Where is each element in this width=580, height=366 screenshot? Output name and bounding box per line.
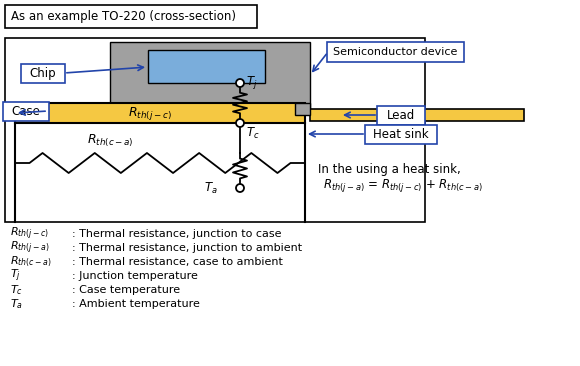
Text: $T_c$: $T_c$ (246, 126, 260, 141)
Text: : Ambient temperature: : Ambient temperature (72, 299, 200, 309)
FancyBboxPatch shape (21, 64, 65, 83)
Circle shape (236, 184, 244, 192)
Text: $R_{th(c-a)}$: $R_{th(c-a)}$ (10, 255, 52, 269)
Text: : Thermal resistance, junction to ambient: : Thermal resistance, junction to ambien… (72, 243, 302, 253)
Text: $T_c$: $T_c$ (10, 283, 23, 297)
Text: Lead: Lead (387, 109, 415, 122)
Bar (295, 103, 310, 115)
Bar (148, 50, 265, 83)
Text: $R_{th(j-a)}$ = $R_{th(j-c)}$ + $R_{th(c-a)}$: $R_{th(j-a)}$ = $R_{th(j-c)}$ + $R_{th(c… (323, 176, 483, 194)
FancyBboxPatch shape (5, 5, 257, 28)
Text: $R_{th(j-a)}$: $R_{th(j-a)}$ (10, 240, 50, 256)
Text: : Thermal resistance, junction to case: : Thermal resistance, junction to case (72, 229, 281, 239)
FancyBboxPatch shape (327, 42, 464, 62)
Text: $R_{th(c-a)}$: $R_{th(c-a)}$ (86, 132, 133, 149)
FancyBboxPatch shape (377, 106, 425, 125)
Text: : Case temperature: : Case temperature (72, 285, 180, 295)
Text: : Junction temperature: : Junction temperature (72, 271, 198, 281)
FancyBboxPatch shape (365, 125, 437, 144)
Text: Chip: Chip (30, 67, 56, 80)
Bar (310, 109, 524, 121)
Text: $T_a$: $T_a$ (10, 297, 23, 311)
Text: Heat sink: Heat sink (373, 128, 429, 141)
Text: Semiconductor device: Semiconductor device (334, 47, 458, 57)
Bar (5, 38, 425, 222)
Text: $R_{th(j-c)}$: $R_{th(j-c)}$ (128, 105, 172, 122)
FancyBboxPatch shape (3, 102, 49, 121)
Text: Case: Case (12, 105, 41, 118)
Text: As an example TO-220 (cross-section): As an example TO-220 (cross-section) (11, 10, 236, 23)
Bar (110, 42, 310, 112)
Bar (15, 103, 305, 123)
Text: $T_j$: $T_j$ (10, 268, 21, 284)
Text: $T_a$: $T_a$ (204, 180, 218, 195)
Circle shape (236, 119, 244, 127)
Circle shape (236, 79, 244, 87)
Text: : Thermal resistance, case to ambient: : Thermal resistance, case to ambient (72, 257, 283, 267)
Text: $R_{th(j-c)}$: $R_{th(j-c)}$ (10, 226, 49, 242)
Text: $T_j$: $T_j$ (246, 75, 258, 92)
Text: In the using a heat sink,: In the using a heat sink, (318, 164, 461, 176)
